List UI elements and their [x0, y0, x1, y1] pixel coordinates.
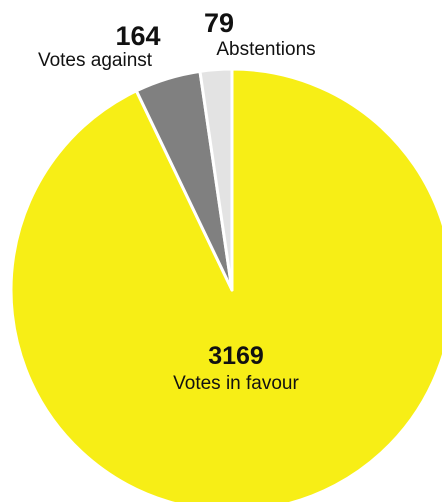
abstentions-value: 79 [204, 8, 234, 38]
pie-slices [9, 67, 442, 502]
slice-votes-in-favour [9, 67, 442, 502]
abstentions-label: Abstentions [216, 39, 315, 60]
favour-label: Votes in favour [173, 373, 299, 394]
favour-value: 3169 [208, 342, 264, 370]
against-label: Votes against [38, 50, 153, 71]
against-value: 164 [115, 21, 160, 51]
slice-abstentions [198, 67, 234, 292]
